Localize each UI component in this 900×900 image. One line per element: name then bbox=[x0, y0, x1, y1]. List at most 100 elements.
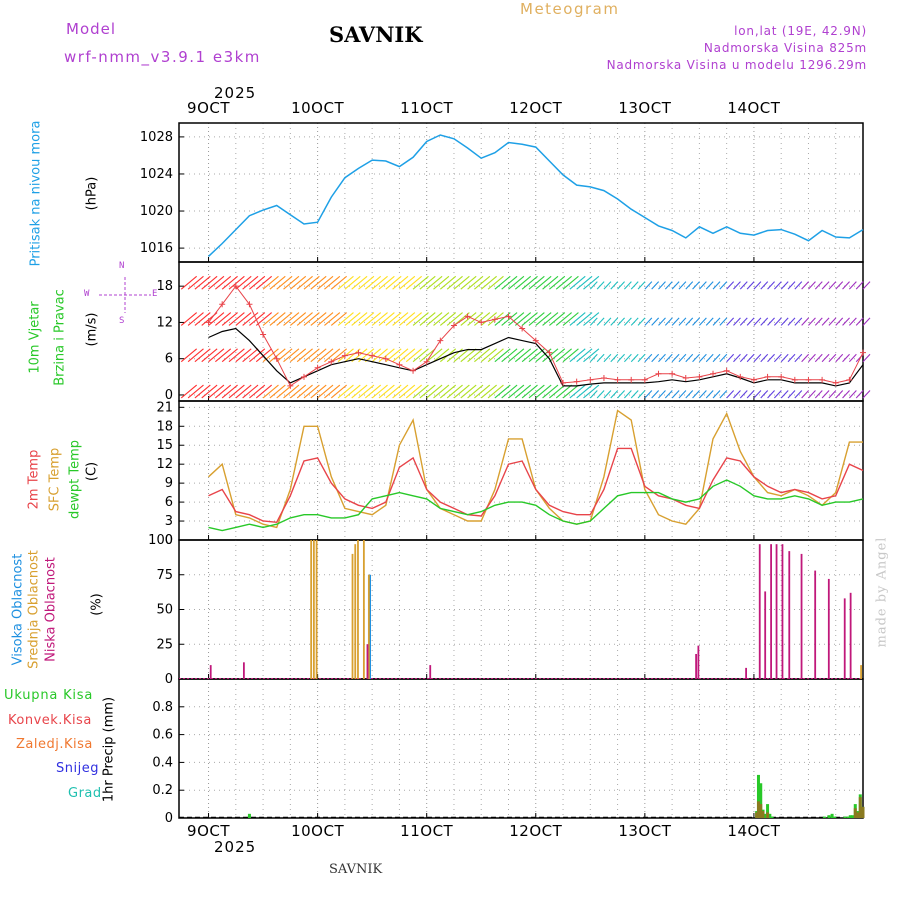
wind-barb bbox=[208, 312, 225, 326]
wind-barb bbox=[630, 390, 639, 399]
wind-barb bbox=[733, 390, 741, 399]
mid-cloud-bar bbox=[367, 574, 370, 679]
wind-barb bbox=[726, 390, 735, 399]
wind-barb bbox=[501, 384, 518, 399]
wind-barb bbox=[780, 390, 789, 399]
wind-barb bbox=[371, 384, 388, 399]
wind-barb bbox=[317, 384, 334, 399]
wind-barb bbox=[235, 348, 252, 363]
pressure-ytick-label: 1024 bbox=[140, 167, 173, 182]
precip-label-snow: Snijeg bbox=[56, 761, 99, 776]
wind-barb bbox=[705, 353, 714, 363]
wind-barb bbox=[474, 275, 491, 290]
cloud-ytick-label: 75 bbox=[156, 568, 173, 583]
wind-barb bbox=[508, 384, 525, 399]
wind-barb bbox=[678, 317, 687, 326]
wind-barb bbox=[542, 312, 559, 326]
wind-barb bbox=[194, 275, 211, 290]
altitude-text: Nadmorska Visina 825m bbox=[703, 41, 867, 55]
wind-barb bbox=[630, 317, 639, 326]
wind-barb bbox=[514, 275, 532, 290]
wind-barb bbox=[249, 312, 266, 326]
mid-cloud-bar bbox=[315, 540, 318, 679]
wind-barb bbox=[215, 275, 232, 290]
wind-barb bbox=[255, 275, 273, 290]
wind-barb bbox=[180, 384, 198, 399]
wind-barb bbox=[780, 353, 789, 363]
wind-barb bbox=[549, 348, 566, 363]
wind-barb bbox=[180, 275, 198, 290]
precip-total-bar bbox=[756, 774, 760, 818]
wind-barb bbox=[330, 384, 348, 399]
wind-barb bbox=[494, 384, 511, 399]
wind-barb bbox=[583, 312, 600, 326]
wind-barb bbox=[303, 275, 320, 290]
wind-barb bbox=[242, 275, 259, 290]
wind-barb bbox=[296, 275, 313, 290]
wind-barb bbox=[508, 348, 525, 363]
temp-ytick-label: 18 bbox=[156, 419, 173, 434]
wind-barb bbox=[651, 281, 660, 290]
wind-barb bbox=[242, 384, 259, 399]
wind-barb bbox=[521, 384, 538, 399]
wind-barb bbox=[358, 275, 375, 290]
wind-barb bbox=[303, 312, 320, 326]
wind-barb bbox=[705, 317, 714, 326]
wind-barb bbox=[330, 312, 348, 326]
wind-barb bbox=[187, 384, 204, 399]
wind-barb bbox=[685, 390, 694, 399]
low-cloud-bar bbox=[209, 665, 212, 679]
wind-barb bbox=[589, 353, 598, 363]
wind-barb bbox=[494, 348, 511, 363]
wind-barb bbox=[569, 312, 586, 326]
cloud-ytick-label: 100 bbox=[148, 533, 173, 548]
wind-barb bbox=[726, 353, 735, 363]
wind-barb bbox=[808, 353, 816, 363]
wind-barb bbox=[467, 384, 484, 399]
wind-barb bbox=[276, 348, 293, 363]
wind-barb bbox=[753, 353, 762, 363]
mid-cloud-bar bbox=[310, 540, 313, 679]
wind-barb bbox=[589, 390, 598, 399]
wind-barb bbox=[194, 312, 211, 326]
precip-conv-bar bbox=[858, 797, 862, 818]
wind-barb bbox=[460, 312, 477, 326]
wind-barb bbox=[364, 275, 382, 290]
wind-barb bbox=[549, 275, 566, 290]
wind-barb bbox=[310, 312, 327, 326]
wind-barb bbox=[692, 353, 700, 363]
wind-barb bbox=[787, 281, 796, 290]
wind-barb bbox=[426, 348, 443, 363]
wind-barb bbox=[678, 353, 687, 363]
wind-barb bbox=[385, 384, 402, 399]
wind-barb bbox=[753, 281, 762, 290]
wind-barb bbox=[446, 312, 463, 326]
wind-barb bbox=[773, 390, 782, 399]
wind-barb bbox=[569, 348, 586, 363]
mid-cloud-bar bbox=[860, 665, 862, 679]
xtick-label-bottom: 9OCT bbox=[187, 822, 230, 840]
wind-barb bbox=[501, 312, 518, 326]
wind-barb bbox=[692, 281, 700, 290]
wind-barb bbox=[828, 353, 837, 363]
wind-barb bbox=[474, 312, 491, 326]
wind-barb bbox=[562, 348, 579, 363]
wind-barb bbox=[623, 281, 632, 290]
wind-barb bbox=[637, 353, 646, 363]
wind-barb bbox=[664, 281, 673, 290]
wind-barb bbox=[630, 353, 639, 363]
xtick-label-top: 14OCT bbox=[727, 99, 780, 117]
wind-barb bbox=[644, 353, 653, 363]
wind-barb bbox=[228, 348, 245, 363]
wind-barb bbox=[371, 312, 388, 326]
wind-barb bbox=[767, 281, 775, 290]
wind-barb bbox=[719, 281, 728, 290]
wind-barb bbox=[835, 317, 844, 326]
wind-barb bbox=[794, 353, 803, 363]
wind-barb bbox=[787, 353, 796, 363]
wind-barb bbox=[480, 275, 497, 290]
wind-barb bbox=[508, 275, 525, 290]
wind-barb bbox=[351, 312, 368, 326]
wind-barb bbox=[801, 317, 810, 326]
wind-barb bbox=[583, 275, 600, 290]
